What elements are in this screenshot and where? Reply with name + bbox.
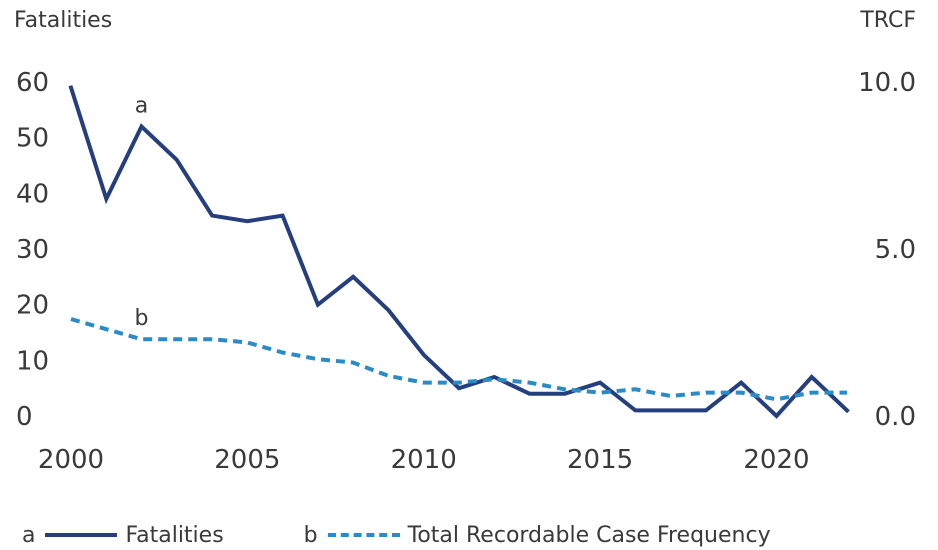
x-tick-2000: 2000 — [38, 445, 104, 475]
legend: a Fatalities b Total Recordable Case Fre… — [22, 520, 771, 550]
y-right-tick-0.0: 0.0 — [875, 402, 916, 432]
legend-swatch-solid-line — [45, 533, 118, 537]
y-left-tick-20: 20 — [16, 291, 49, 321]
legend-label-trcf: Total Recordable Case Frequency — [407, 522, 771, 548]
legend-swatch-dashed-line — [327, 533, 400, 537]
x-tick-2005: 2005 — [214, 445, 280, 475]
x-ticks: 2000 2005 2010 2015 2020 — [38, 445, 810, 475]
legend-item-trcf: b Total Recordable Case Frequency — [304, 523, 771, 548]
series-line-b — [70, 317, 847, 402]
y-left-tick-60: 60 — [16, 68, 49, 98]
annotation-a: a — [135, 94, 148, 119]
annotation-b: b — [135, 306, 149, 331]
legend-key-a: a — [22, 522, 36, 548]
y-right-tick-10.0: 10.0 — [858, 68, 916, 98]
y-left-ticks: 0 10 20 30 40 50 60 — [16, 68, 49, 432]
y-left-tick-30: 30 — [16, 235, 49, 265]
chart: Fatalities TRCF 0 10 20 30 40 50 60 0.0 5.0 10.0… — [14, 8, 916, 475]
x-tick-2015: 2015 — [567, 445, 633, 475]
series-annotations: ab — [135, 94, 149, 332]
x-tick-2010: 2010 — [391, 445, 457, 475]
x-tick-2020: 2020 — [743, 445, 809, 475]
y-left-tick-10: 10 — [16, 346, 49, 376]
y-left-axis-title: Fatalities — [14, 8, 112, 33]
legend-label-fatalities: Fatalities — [125, 522, 224, 548]
y-right-ticks: 0.0 5.0 10.0 — [858, 68, 916, 432]
series-line-a — [68, 85, 850, 419]
y-right-tick-5.0: 5.0 — [875, 235, 916, 265]
y-left-tick-0: 0 — [16, 402, 33, 432]
series-lines — [68, 85, 850, 419]
legend-key-b: b — [303, 522, 318, 548]
legend-item-fatalities: a Fatalities — [22, 523, 224, 548]
y-right-axis-title: TRCF — [859, 8, 916, 33]
y-left-tick-40: 40 — [16, 179, 49, 209]
y-left-tick-50: 50 — [16, 124, 49, 154]
